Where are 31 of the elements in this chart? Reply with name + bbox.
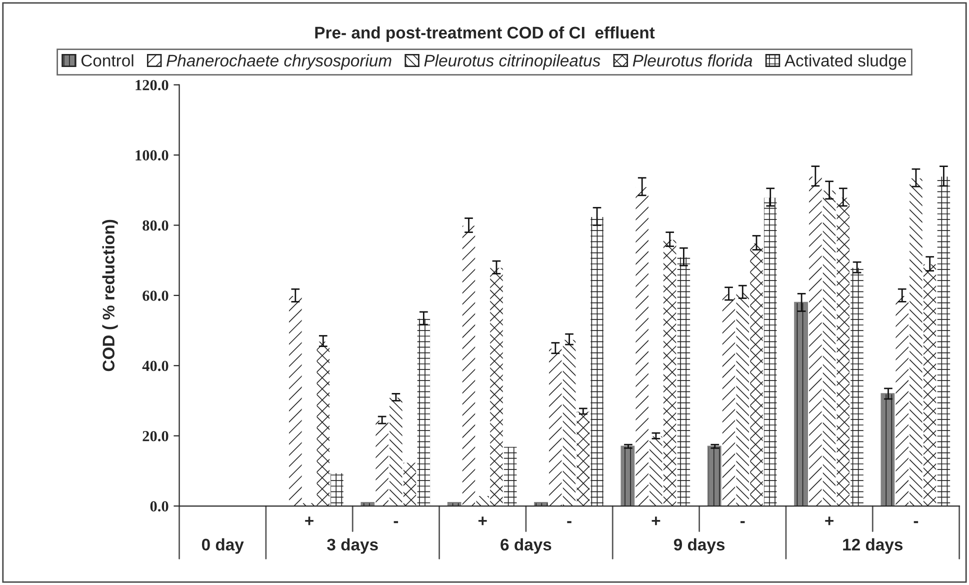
- legend-label: Activated sludge: [784, 54, 906, 70]
- y-tick-label: 60.0: [142, 290, 168, 301]
- chart-title: Pre- and post-treatment COD of CI effluent: [315, 26, 655, 42]
- text: 3 days: [327, 538, 378, 554]
- y-tick-label: 40.0: [142, 360, 168, 372]
- x-tick-label: -: [394, 521, 398, 524]
- legend-label: Phanerochaete chrysosporium: [166, 54, 392, 70]
- text: 6 days: [500, 538, 552, 554]
- y-tick-label: 20.0: [142, 430, 168, 442]
- y-tick-label: 0.0: [150, 501, 168, 512]
- legend-label: Pleurotus citrinopileatus: [424, 54, 600, 70]
- y-tick-label: 120.0: [136, 80, 168, 90]
- y-tick-label: 80.0: [142, 220, 168, 231]
- bar: [880, 393, 896, 506]
- y-tick-label: 100.0: [136, 150, 168, 161]
- x-tick-label: -: [740, 521, 745, 524]
- legend-label: Control: [81, 54, 134, 67]
- text: 12 days: [843, 538, 903, 554]
- x-tick-label: +: [652, 516, 660, 526]
- bar: [707, 446, 722, 506]
- y-axis-title: COD ( % reduction): [102, 220, 118, 372]
- x-tick-label: -: [914, 521, 918, 524]
- bar: [620, 446, 636, 506]
- legend-label: Pleurotus florida: [632, 54, 752, 67]
- bar: [794, 302, 810, 506]
- text: 0 day: [202, 538, 244, 554]
- text: 9 days: [674, 538, 725, 554]
- x-tick-label: +: [478, 516, 487, 526]
- x-tick-label: +: [825, 516, 834, 526]
- x-tick-label: +: [305, 516, 314, 526]
- x-tick-label: -: [567, 521, 572, 524]
